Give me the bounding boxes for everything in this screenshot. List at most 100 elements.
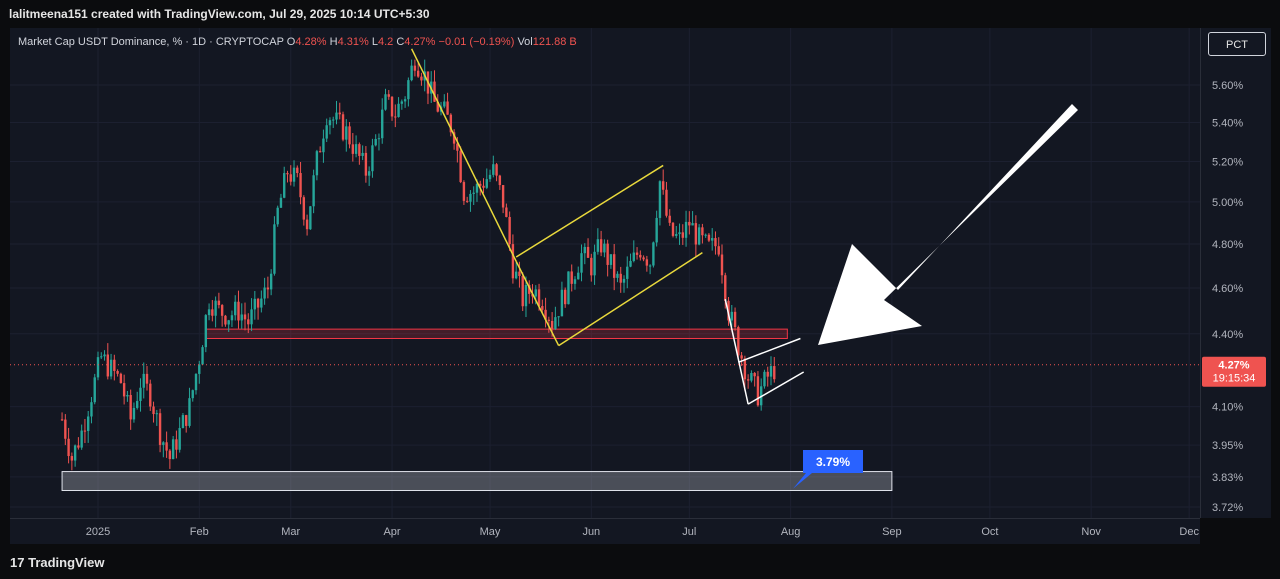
legend-h-value: 4.31% — [337, 36, 369, 48]
candle-body — [550, 320, 554, 329]
candle-body — [387, 94, 390, 97]
candle-body — [260, 298, 263, 308]
time-scale[interactable] — [10, 518, 1200, 545]
candle-body — [626, 266, 629, 279]
candle-body — [237, 301, 240, 321]
candle-body — [152, 406, 155, 415]
candle-body — [459, 150, 462, 183]
candle-body — [341, 114, 345, 140]
candle-body — [717, 246, 720, 255]
candle-body — [113, 359, 116, 371]
candle-body — [420, 76, 423, 81]
channel-trendline — [558, 252, 703, 347]
legend-symbol[interactable]: Market Cap USDT Dominance, % · 1D · CRYP… — [18, 36, 284, 48]
candle-body — [250, 309, 253, 325]
candle-body — [230, 315, 234, 321]
candle-body — [684, 221, 688, 238]
candle-body — [537, 289, 541, 307]
candle-body — [348, 126, 351, 145]
candle-body — [358, 144, 361, 156]
candle-body — [171, 439, 175, 460]
candle-body — [753, 373, 756, 377]
candle-body — [701, 227, 704, 236]
candle-body — [498, 175, 502, 186]
chart-area[interactable] — [10, 28, 1200, 518]
candle-body — [377, 138, 381, 140]
candle-body — [635, 252, 639, 255]
legend-o-value: 4.28% — [295, 36, 327, 48]
candle-body — [648, 265, 652, 267]
candle-body — [642, 257, 645, 260]
candle-body — [518, 271, 521, 276]
candle-body — [590, 257, 593, 276]
tv-logo-icon: 17 — [10, 555, 25, 570]
candle-body — [273, 224, 276, 274]
candle-body — [335, 112, 338, 120]
candle-body — [433, 81, 436, 102]
candle-body — [675, 234, 678, 236]
candle-body — [126, 394, 129, 397]
x-tick-label: Jun — [582, 526, 600, 538]
candle-body — [769, 366, 773, 377]
candle-body — [145, 373, 149, 384]
candle-body — [632, 252, 635, 261]
candle-body — [181, 415, 185, 429]
candle-body — [149, 383, 152, 407]
y-axis-layer: 5.60% 5.40% 5.20% 5.00% 4.80% 4.60% 4.40% 4.10%… — [1212, 80, 1243, 514]
candle-body — [400, 101, 404, 104]
candle-body — [371, 145, 374, 172]
candle-body — [266, 287, 270, 290]
candle-body — [64, 419, 67, 439]
candle-body — [194, 373, 198, 391]
candle-body — [217, 300, 221, 306]
x-tick-label: Mar — [281, 526, 300, 538]
annotation-label[interactable]: 3.79% — [816, 455, 850, 469]
candle-body — [508, 216, 511, 245]
candle-body — [397, 103, 400, 117]
candle-body — [129, 394, 132, 420]
candle-body — [678, 232, 681, 235]
candle-body — [586, 246, 590, 258]
candle-body — [276, 207, 279, 225]
candle-body — [286, 173, 289, 175]
tradingview-logo[interactable]: 17 TradingView — [10, 555, 104, 570]
candle-body — [416, 70, 420, 77]
candle-body — [730, 311, 733, 321]
candle-body — [312, 175, 315, 207]
candle-body — [547, 319, 551, 321]
footer: 17 TradingView — [0, 544, 1280, 579]
candle-body — [204, 315, 208, 348]
candle-body — [73, 445, 77, 461]
price-scale[interactable] — [1200, 28, 1271, 518]
candle-body — [560, 289, 564, 317]
pct-scale-button[interactable]: PCT — [1208, 32, 1266, 56]
candle-body — [593, 251, 596, 276]
candle-body — [655, 217, 658, 243]
candle-body — [175, 439, 178, 450]
candle-body — [116, 370, 119, 374]
current-price-label: 4.27% — [1218, 360, 1249, 372]
y-tick-label: 4.80% — [1212, 239, 1243, 251]
candle-body — [658, 181, 662, 218]
zone-layer — [61, 328, 893, 491]
candle-body — [234, 301, 237, 316]
candle-body — [452, 132, 456, 144]
candle-body — [714, 238, 717, 247]
candle-body — [505, 207, 508, 217]
candle-body — [443, 101, 446, 107]
candle-body — [132, 407, 136, 420]
candle-body — [364, 152, 368, 176]
y-tick-label: 5.00% — [1212, 197, 1243, 209]
candle-body — [501, 185, 505, 208]
arrow-layer — [818, 104, 1078, 345]
candle-body — [511, 244, 515, 279]
candle-body — [403, 99, 407, 102]
candle-body — [77, 445, 80, 448]
candle-body — [142, 373, 145, 388]
candle-body — [449, 114, 453, 133]
candle-body — [374, 138, 377, 146]
candle-body — [299, 173, 302, 198]
x-axis-layer: 2025 Feb Mar Apr May Jun Jul Aug Sep Oct Nov Dec — [86, 526, 1200, 538]
candle-body — [557, 316, 560, 318]
